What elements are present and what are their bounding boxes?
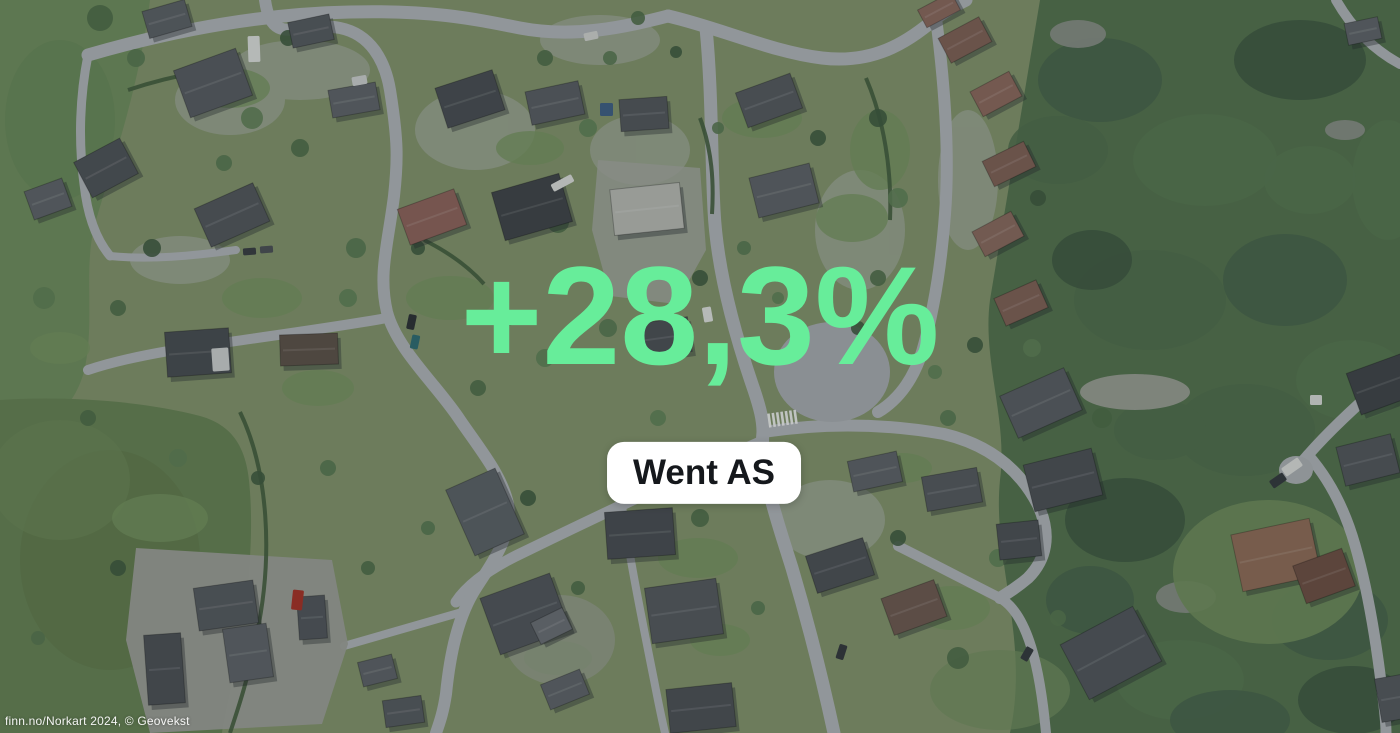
crosswalk [767, 409, 798, 428]
company-badge-label: Went AS [633, 452, 775, 492]
vehicles-layer [211, 30, 1322, 662]
trees-layer [31, 5, 1112, 669]
map-attribution: finn.no/Norkart 2024, © Geovekst [5, 713, 190, 728]
company-badge: Went AS [607, 441, 801, 505]
houses-layer [23, 0, 1400, 733]
price-change-stat: +28,3% [460, 237, 940, 394]
